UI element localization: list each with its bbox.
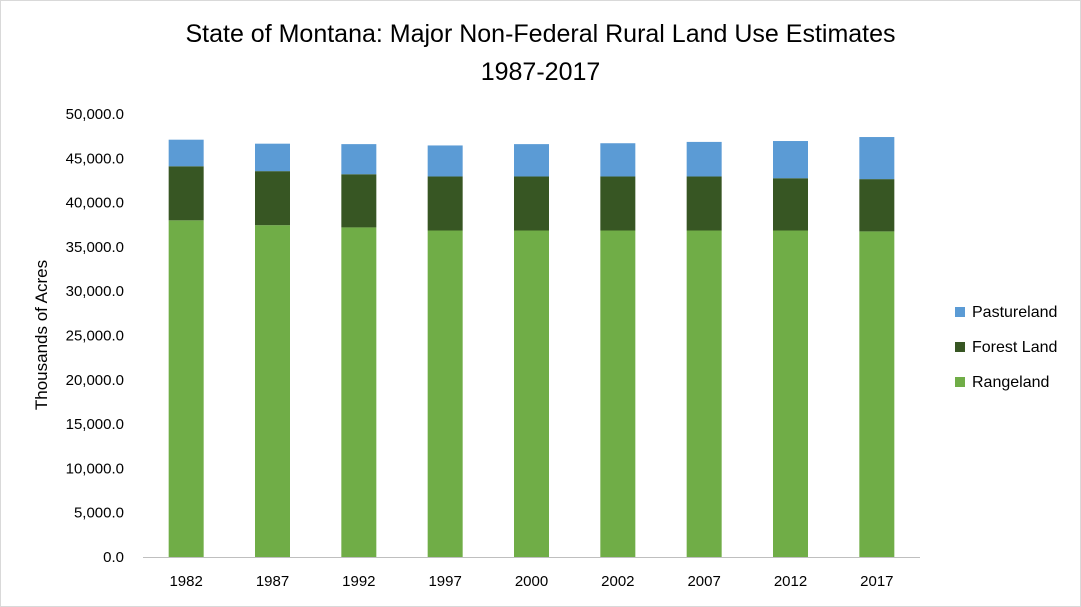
bar-segment-rangeland (686, 230, 722, 557)
legend-swatch (955, 377, 965, 387)
bar-segment-pastureland (427, 145, 463, 177)
bar-segment-forest-land (341, 174, 377, 228)
bar-segment-forest-land (168, 166, 204, 221)
legend-swatch (955, 342, 965, 352)
bar-segment-forest-land (255, 171, 290, 226)
bar-segment-forest-land (427, 176, 463, 231)
bar-segment-rangeland (427, 230, 463, 557)
y-tick-label: 50,000.0 (66, 106, 124, 123)
x-tick-label: 2000 (515, 573, 548, 590)
bar-segment-rangeland (255, 225, 290, 557)
bar-segment-forest-land (686, 176, 722, 231)
y-axis-label: Thousands of Acres (32, 260, 51, 410)
chart-title: State of Montana: Major Non-Federal Rura… (185, 20, 896, 48)
bar-segment-rangeland (514, 230, 549, 557)
bar-segment-rangeland (341, 227, 377, 557)
y-tick-label: 0.0 (103, 549, 124, 566)
y-tick-label: 35,000.0 (66, 239, 124, 256)
y-tick-label: 40,000.0 (66, 195, 124, 212)
legend-label: Forest Land (972, 339, 1057, 356)
bar-segment-forest-land (514, 176, 549, 231)
bar-segment-pastureland (168, 139, 204, 167)
bar-segment-pastureland (255, 143, 290, 172)
chart-subtitle: 1987-2017 (480, 58, 601, 86)
bar-segment-rangeland (600, 230, 636, 557)
bar-segment-forest-land (600, 176, 636, 231)
y-tick-label: 10,000.0 (66, 460, 124, 477)
bar-segment-pastureland (686, 141, 722, 177)
x-tick-label: 1997 (428, 573, 461, 590)
x-tick-label: 2002 (601, 573, 634, 590)
bar-segment-pastureland (773, 141, 808, 179)
legend-swatch (955, 307, 965, 317)
x-tick-label: 1992 (342, 573, 375, 590)
y-tick-label: 25,000.0 (66, 328, 124, 345)
legend-label: Rangeland (972, 374, 1049, 391)
y-tick-label: 45,000.0 (66, 150, 124, 167)
y-tick-label: 5,000.0 (74, 505, 124, 522)
bar-segment-rangeland (773, 230, 808, 557)
y-tick-label: 20,000.0 (66, 372, 124, 389)
x-tick-label: 1987 (256, 573, 289, 590)
bar-segment-forest-land (773, 178, 808, 231)
x-tick-label: 1982 (169, 573, 202, 590)
y-tick-label: 15,000.0 (66, 416, 124, 433)
bar-segment-pastureland (341, 144, 377, 175)
y-tick-label: 30,000.0 (66, 283, 124, 300)
legend-label: Pastureland (972, 304, 1057, 321)
bar-segment-forest-land (859, 179, 895, 232)
bar-segment-pastureland (514, 144, 549, 177)
x-tick-label: 2012 (774, 573, 807, 590)
x-tick-label: 2007 (687, 573, 720, 590)
bar-segment-rangeland (859, 231, 895, 557)
bar-segment-rangeland (168, 220, 204, 557)
bar-segment-pastureland (600, 143, 636, 177)
x-tick-label: 2017 (860, 573, 893, 590)
bar-segment-pastureland (859, 137, 895, 180)
